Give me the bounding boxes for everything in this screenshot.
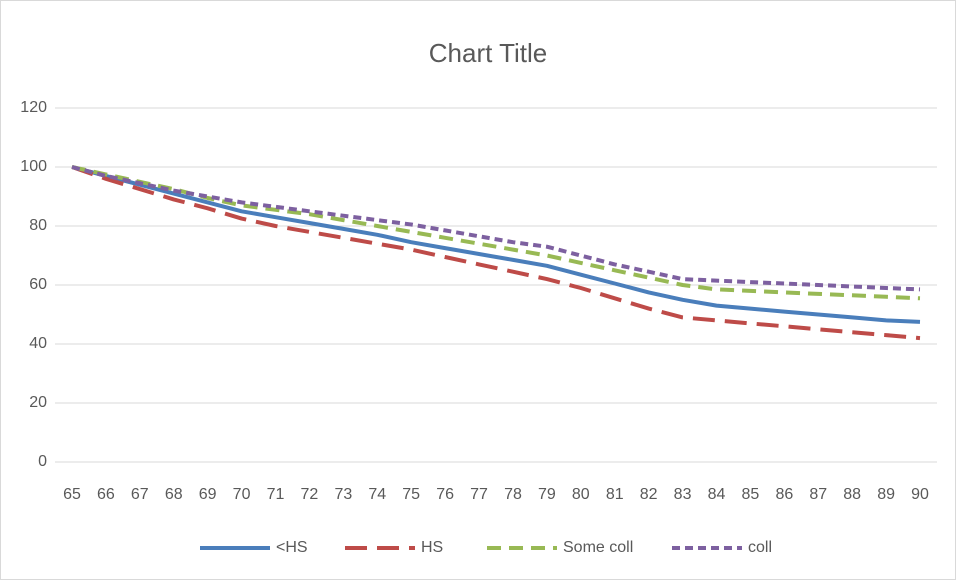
x-tick-label: 77 (470, 486, 488, 503)
y-tick-label: 0 (38, 453, 47, 470)
x-tick-label: 79 (538, 486, 556, 503)
legend-label: Some coll (563, 539, 633, 556)
x-tick-label: 66 (97, 486, 115, 503)
x-tick-label: 70 (233, 486, 251, 503)
x-tick-label: 67 (131, 486, 149, 503)
y-tick-label: 20 (29, 394, 47, 411)
x-tick-label: 81 (606, 486, 624, 503)
series-line (71, 165, 921, 341)
y-tick-label: 60 (29, 276, 47, 293)
x-tick-label: 87 (809, 486, 827, 503)
x-tick-label: 71 (267, 486, 285, 503)
series-line (71, 165, 921, 324)
x-tick-label: 84 (708, 486, 726, 503)
x-tick-label: 69 (199, 486, 217, 503)
legend-label: coll (748, 539, 772, 556)
y-tick-label: 100 (20, 158, 47, 175)
x-tick-label: 73 (334, 486, 352, 503)
x-tick-label: 74 (368, 486, 386, 503)
x-tick-label: 80 (572, 486, 590, 503)
x-tick-label: 85 (742, 486, 760, 503)
legend-label: <HS (276, 539, 308, 556)
x-tick-label: 76 (436, 486, 454, 503)
x-tick-label: 89 (877, 486, 895, 503)
x-tick-label: 88 (843, 486, 861, 503)
x-tick-label: 86 (775, 486, 793, 503)
x-tick-label: 82 (640, 486, 658, 503)
legend-label: HS (421, 539, 443, 556)
x-tick-label: 72 (301, 486, 319, 503)
x-tick-label: 75 (402, 486, 420, 503)
x-tick-label: 68 (165, 486, 183, 503)
x-tick-label: 78 (504, 486, 522, 503)
y-tick-label: 120 (20, 99, 47, 116)
y-tick-label: 80 (29, 217, 47, 234)
chart-title: Chart Title (429, 38, 548, 68)
y-tick-label: 40 (29, 335, 47, 352)
series-line (71, 165, 921, 292)
x-tick-label: 65 (63, 486, 81, 503)
x-tick-label: 90 (911, 486, 929, 503)
x-tick-label: 83 (674, 486, 692, 503)
